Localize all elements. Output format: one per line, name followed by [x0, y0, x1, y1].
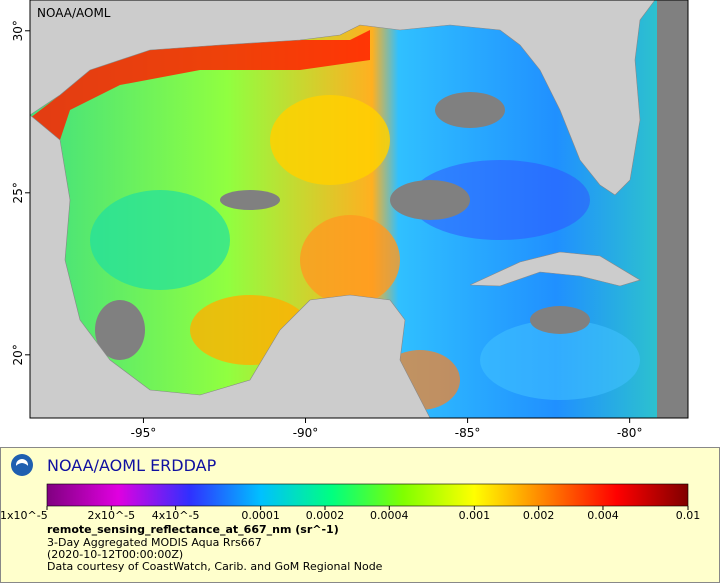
legend-box — [0, 447, 720, 583]
x-tick-label: -90° — [293, 426, 319, 440]
x-tick-label: -80° — [617, 426, 643, 440]
y-tick-label: 20° — [11, 344, 25, 365]
label-bg — [33, 3, 115, 21]
corner-label: NOAA/AOML — [37, 6, 111, 20]
map-image — [29, 0, 689, 419]
colorbar-tick-label: 2x10^-5 — [87, 509, 135, 522]
colorbar-tick-label: 0.0004 — [370, 509, 409, 522]
y-tick-label: 25° — [11, 182, 25, 203]
colorbar-tick-label: 4x10^-5 — [152, 509, 200, 522]
x-tick-label: -85° — [455, 426, 481, 440]
colorbar-tick-label: 0.002 — [523, 509, 555, 522]
dataset: 3-Day Aggregated MODIS Aqua Rrs667 — [47, 536, 262, 549]
credit: Data courtesy of CoastWatch, Carib. and … — [47, 560, 383, 573]
noaa-logo — [11, 454, 33, 476]
colorbar-tick-label: 0.01 — [676, 509, 701, 522]
colorbar-tick-label: 0.004 — [587, 509, 619, 522]
colorbar-tick-label: 0.001 — [459, 509, 491, 522]
x-tick-label: -95° — [131, 426, 157, 440]
colorbar-tick-label: 0.0001 — [241, 509, 280, 522]
colorbar — [46, 483, 689, 507]
brand: NOAA/AOML ERDDAP — [47, 456, 217, 475]
colorbar-tick-label: 1x10^-5 — [0, 509, 48, 522]
colorbar-tick-label: 0.0002 — [306, 509, 345, 522]
variable: remote_sensing_reflectance_at_667_nm (sr… — [47, 523, 339, 536]
y-tick-label: 30° — [11, 20, 25, 41]
time: (2020-10-12T00:00:00Z) — [47, 548, 183, 561]
